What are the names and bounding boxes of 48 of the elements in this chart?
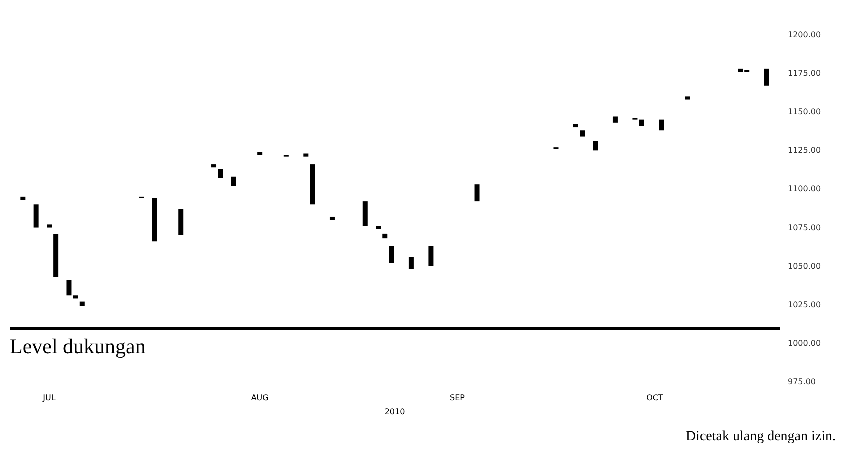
bar [54, 234, 59, 278]
y-tick-label: 1100.00 [788, 184, 822, 194]
bar [310, 164, 316, 205]
bar [73, 296, 78, 299]
x-axis-title: 2010 [384, 408, 406, 416]
bar [34, 204, 39, 228]
y-tick-label: 1125.00 [788, 146, 822, 156]
bar [382, 234, 388, 239]
bar [593, 141, 598, 151]
bar [659, 120, 664, 131]
bar [362, 202, 368, 226]
x-tick-label: JUL [42, 394, 56, 402]
bar [389, 246, 394, 264]
bar [612, 116, 618, 123]
bar [231, 176, 236, 186]
text: Dicetak ulang dengan izin. [686, 430, 836, 444]
bar [428, 246, 434, 266]
x-tick-label: SEP [450, 394, 466, 402]
bar [80, 302, 85, 306]
bar [46, 224, 52, 228]
bar [685, 96, 690, 100]
bar [573, 124, 578, 128]
bar [218, 169, 224, 178]
y-tick-label: 1200.00 [788, 30, 822, 40]
y-tick-label: 1075.00 [788, 223, 822, 232]
bar [764, 68, 770, 86]
bar [408, 257, 414, 270]
bar [178, 209, 184, 236]
y-tick-label: 1000.00 [788, 338, 822, 348]
bar [212, 164, 217, 168]
bar [66, 280, 72, 296]
bar [258, 152, 263, 156]
y-tick-label: 1025.00 [788, 300, 822, 310]
y-tick-label: 1150.00 [788, 108, 822, 117]
y-tick-label: 1050.00 [788, 262, 822, 271]
y-tick-label: 1175.00 [788, 69, 822, 78]
bar [330, 216, 335, 220]
bar [474, 184, 480, 202]
bar [304, 154, 309, 157]
bar [376, 226, 382, 230]
x-tick-label: OCT [646, 394, 664, 402]
bar [580, 130, 586, 137]
x-tick-label: AUG [251, 394, 269, 402]
bar [639, 120, 644, 126]
bar [20, 196, 26, 200]
bar [152, 198, 158, 242]
y-tick-label: 975.00 [788, 378, 816, 386]
ref-line-label: Level dukungan [10, 334, 146, 359]
